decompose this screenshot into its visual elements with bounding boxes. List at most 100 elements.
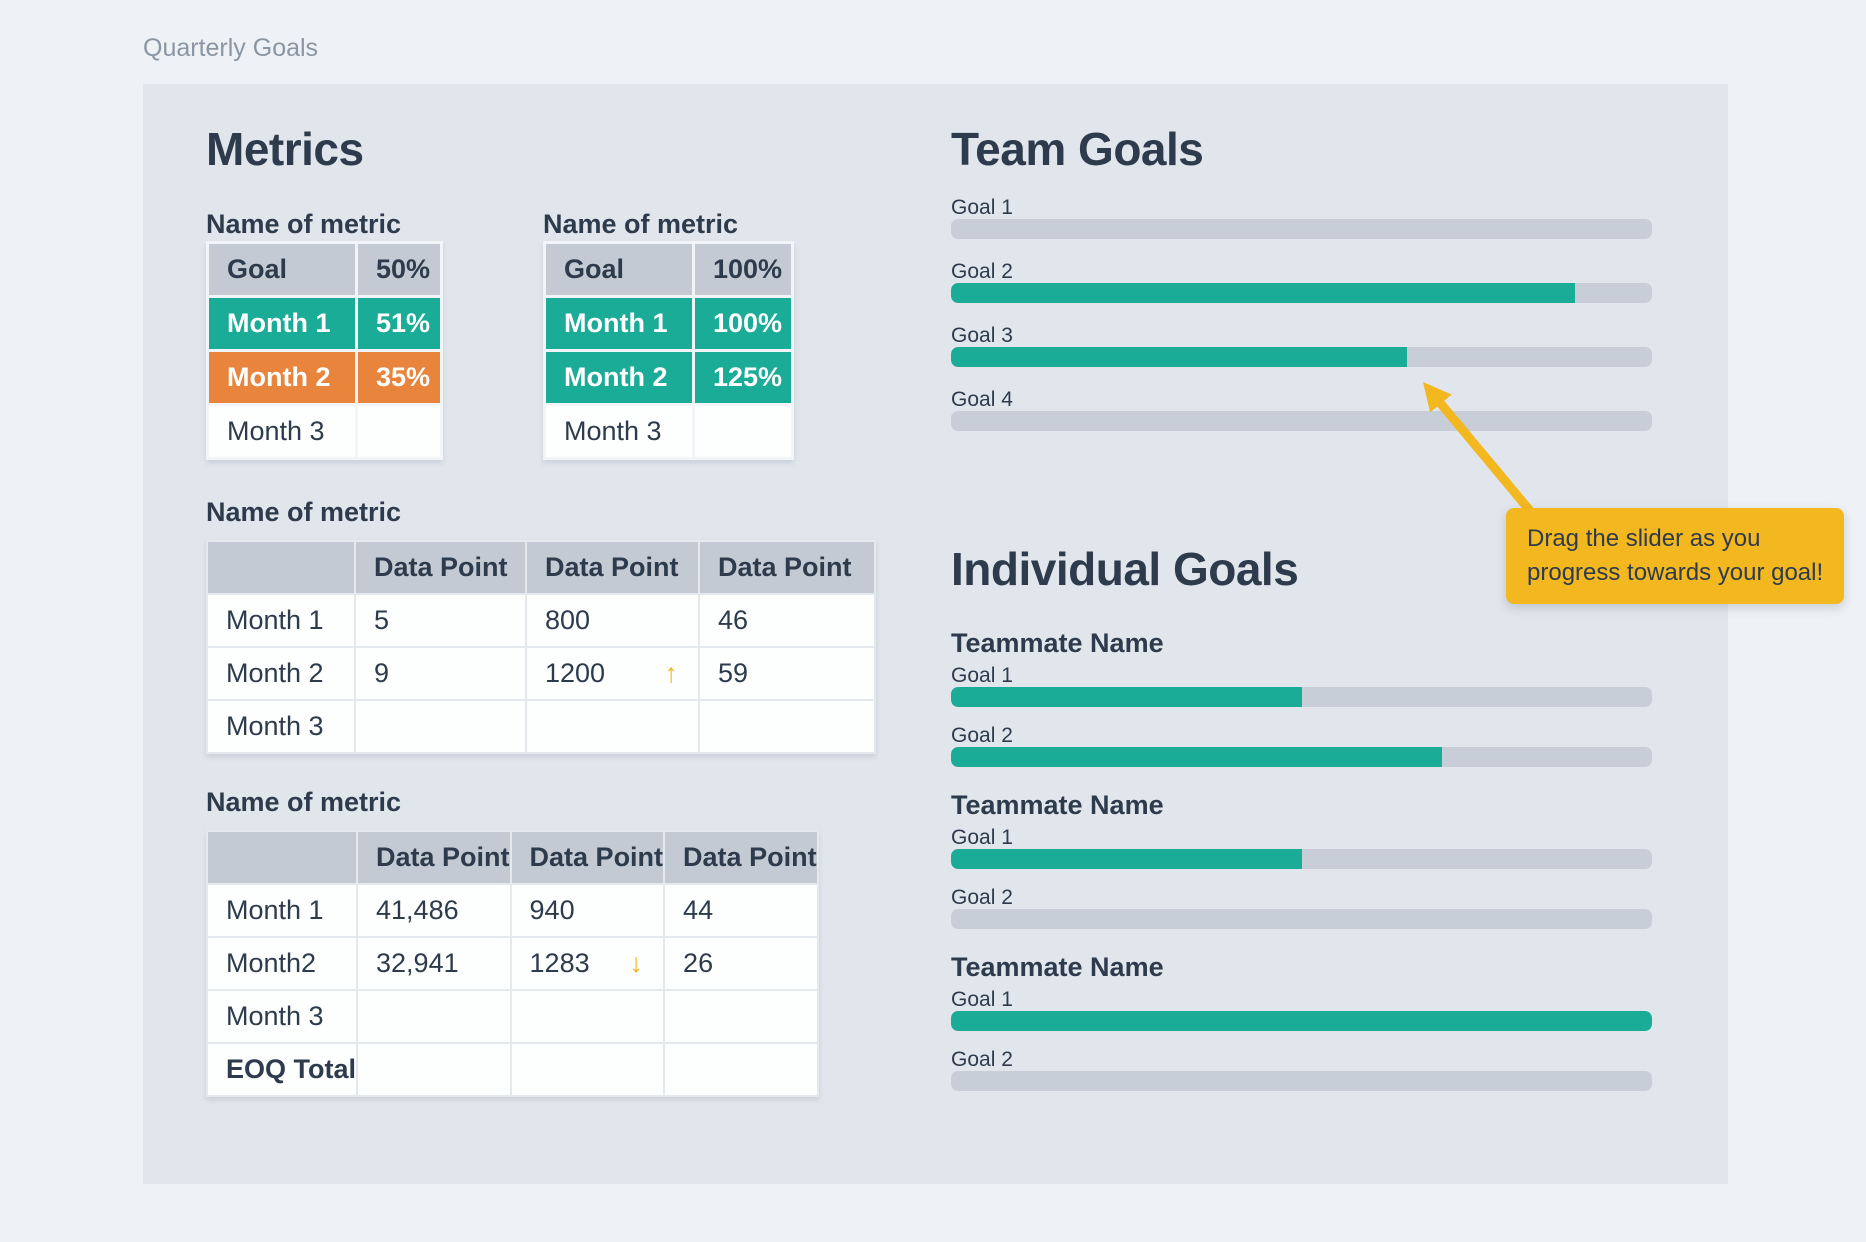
table-header-cell[interactable] (208, 832, 357, 883)
teammate-block: Teammate Name Goal 1 Goal 2 (951, 790, 1652, 929)
page-title: Quarterly Goals (143, 34, 319, 62)
table-header-cell[interactable]: Data Point (665, 832, 817, 883)
table-cell[interactable]: 46 (700, 595, 874, 646)
table-cell[interactable]: Month 3 (209, 406, 355, 457)
progress-fill (951, 687, 1302, 707)
tooltip-text: progress towards your goal! (1527, 559, 1824, 586)
progress-track[interactable] (951, 1011, 1652, 1031)
table-cell[interactable]: 100% (695, 298, 791, 349)
teammate-name: Teammate Name (951, 790, 1164, 820)
goal-label: Goal 1 (951, 196, 1013, 219)
table-header-cell[interactable]: Data Point (358, 832, 510, 883)
progress-track[interactable] (951, 747, 1652, 767)
table-cell[interactable]: Month 1 (208, 595, 354, 646)
teammate-name: Teammate Name (951, 952, 1164, 982)
progress-fill (951, 347, 1407, 367)
table-cell[interactable]: 41,486 (358, 885, 510, 936)
table-cell[interactable]: 1283 ↓ (511, 938, 664, 989)
table-header-cell[interactable]: 50% (358, 244, 440, 295)
table-cell[interactable]: Month 3 (208, 701, 354, 752)
table-cell[interactable]: 32,941 (358, 938, 510, 989)
individual-goals-list: Teammate Name Goal 1 Goal 2 Teammate Name Go… (951, 628, 1652, 1114)
progress-track[interactable] (951, 1071, 1652, 1091)
metric-table-block: Name of metric Goal 50% Month 1 51% Month 2 35… (206, 210, 443, 460)
table-cell[interactable]: 9 (356, 648, 525, 699)
progress-track[interactable] (951, 909, 1652, 929)
metric-table-label: Name of metric (206, 209, 402, 239)
table-cell[interactable]: 800 (527, 595, 698, 646)
table-cell[interactable] (358, 991, 510, 1042)
table-cell[interactable] (358, 406, 440, 457)
table-cell[interactable]: Month2 (208, 938, 357, 989)
table-header-cell[interactable]: Goal (209, 244, 355, 295)
individual-goals-title: Individual Goals (951, 543, 1299, 595)
progress-track[interactable] (951, 347, 1652, 367)
goal-row: Goal 2 (951, 724, 1652, 767)
table-header-cell[interactable]: Goal (546, 244, 692, 295)
goal-row: Goal 2 (951, 260, 1652, 303)
table-cell[interactable]: Month 1 (209, 298, 355, 349)
table-cell[interactable] (527, 701, 698, 752)
tooltip: Drag the slider as you progress towards y… (1506, 508, 1845, 604)
table-cell[interactable]: Month 3 (208, 991, 357, 1042)
table-cell[interactable]: 940 (511, 885, 664, 936)
table-header-cell[interactable]: Data Point (527, 542, 698, 593)
table-header-cell[interactable] (208, 542, 354, 593)
table-cell[interactable]: 5 (356, 595, 525, 646)
metric-table-block: Name of metric Data Point Data Point Data P… (206, 788, 819, 1097)
progress-track[interactable] (951, 219, 1652, 239)
table-cell[interactable]: Month 2 (208, 648, 354, 699)
goal-row: Goal 1 (951, 664, 1652, 707)
table-header-cell[interactable]: 100% (695, 244, 791, 295)
progress-track[interactable] (951, 283, 1652, 303)
table-cell[interactable]: 44 (665, 885, 817, 936)
table-cell[interactable] (356, 701, 525, 752)
goal-label: Goal 1 (951, 988, 1013, 1011)
goal-label: Goal 4 (951, 388, 1013, 411)
table-cell[interactable] (358, 1044, 510, 1095)
table-cell[interactable] (511, 991, 664, 1042)
goal-row: Goal 2 (951, 1048, 1652, 1091)
table-cell[interactable] (700, 701, 874, 752)
table-cell[interactable] (511, 1044, 664, 1095)
team-goals-list: Goal 1 Goal 2 Goal 3 Goal 4 (951, 196, 1652, 452)
metric-table-block: Name of metric Data Point Data Point Data P… (206, 498, 876, 754)
table-cell[interactable]: 125% (695, 352, 791, 403)
table-header-cell[interactable]: Data Point (700, 542, 874, 593)
table-cell[interactable]: Month 3 (546, 406, 692, 457)
table-cell[interactable]: 1200 ↑ (527, 648, 698, 699)
table-cell[interactable]: 26 (665, 938, 817, 989)
table-cell[interactable]: 51% (358, 298, 440, 349)
table-cell[interactable] (665, 1044, 817, 1095)
table-header-cell[interactable]: Data Point (511, 832, 664, 883)
progress-track[interactable] (951, 849, 1652, 869)
goal-row: Goal 1 (951, 196, 1652, 239)
teammate-name: Teammate Name (951, 628, 1164, 658)
table-cell[interactable]: Month 2 (209, 352, 355, 403)
progress-track[interactable] (951, 411, 1652, 431)
goal-label: Goal 1 (951, 826, 1013, 849)
table-cell[interactable]: Month 1 (208, 885, 357, 936)
goal-row: Goal 2 (951, 886, 1652, 929)
table-cell[interactable] (695, 406, 791, 457)
small-metric-tables: Name of metric Goal 50% Month 1 51% Month 2 35… (206, 210, 794, 460)
metrics-title: Metrics (206, 123, 364, 175)
data-metric-table-1: Name of metric Data Point Data Point Data P… (206, 498, 876, 754)
trend-down-icon: ↓ (629, 948, 644, 978)
progress-fill (951, 283, 1575, 303)
goal-row: Goal 1 (951, 826, 1652, 869)
table-cell[interactable]: Month 2 (546, 352, 692, 403)
table-header-cell[interactable]: Data Point (356, 542, 525, 593)
table-cell[interactable]: Month 1 (546, 298, 692, 349)
metric-table: Goal 100% Month 1 100% Month 2 125% Month 3 (543, 241, 794, 460)
goal-label: Goal 3 (951, 324, 1013, 347)
teammate-block: Teammate Name Goal 1 Goal 2 (951, 952, 1652, 1091)
table-cell[interactable]: EOQ Total (208, 1044, 357, 1095)
metric-table-block: Name of metric Goal 100% Month 1 100% Month 2… (543, 210, 794, 460)
table-cell[interactable]: 59 (700, 648, 874, 699)
progress-track[interactable] (951, 687, 1652, 707)
tooltip-text: Drag the slider as you (1527, 525, 1761, 552)
callout-arrow-icon (1423, 382, 1536, 517)
table-cell[interactable] (665, 991, 817, 1042)
table-cell[interactable]: 35% (358, 352, 440, 403)
